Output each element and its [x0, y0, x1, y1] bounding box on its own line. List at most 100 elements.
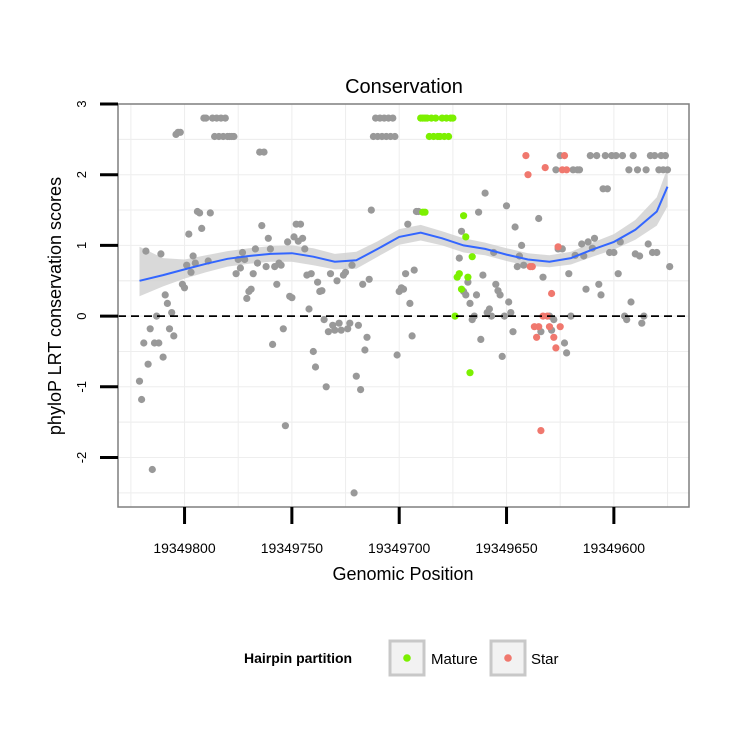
data-point-other	[597, 291, 605, 299]
data-point-other	[513, 263, 521, 271]
data-point-other	[318, 287, 326, 295]
data-point-other	[520, 261, 528, 269]
data-point-other	[185, 230, 193, 238]
data-point-mature	[451, 312, 459, 320]
data-point-other	[603, 185, 612, 193]
data-point-star	[545, 323, 554, 331]
data-point-other	[232, 270, 240, 278]
data-point-other	[498, 352, 506, 360]
data-point-other	[249, 270, 257, 278]
data-point-other	[344, 325, 352, 333]
data-point-star	[563, 166, 571, 174]
data-point-other	[322, 383, 330, 391]
x-tick-label: 19349650	[475, 540, 538, 556]
data-point-other	[311, 363, 320, 371]
data-point-star	[535, 323, 543, 331]
data-point-other	[399, 285, 408, 293]
data-point-other	[202, 114, 210, 122]
data-point-other	[464, 278, 472, 286]
data-point-other	[623, 316, 631, 324]
data-point-other	[457, 227, 466, 235]
data-point-other	[563, 349, 571, 357]
data-point-other	[402, 270, 410, 278]
data-point-other	[161, 291, 169, 299]
data-point-other	[661, 152, 670, 160]
data-point-other	[644, 240, 652, 248]
data-point-other	[284, 238, 292, 246]
data-point-other	[352, 372, 360, 380]
data-point-other	[505, 298, 513, 306]
data-point-other	[363, 333, 371, 341]
data-point-other	[335, 319, 343, 327]
legend-label-star: Star	[531, 651, 559, 668]
data-point-star	[533, 333, 541, 341]
data-point-mature	[466, 369, 474, 377]
data-point-other	[258, 222, 266, 230]
legend-key-mature	[388, 639, 426, 677]
x-tick-label: 19349700	[368, 540, 431, 556]
data-point-other	[408, 332, 416, 340]
data-point-other	[595, 280, 603, 288]
data-point-other	[550, 316, 558, 324]
data-point-other	[305, 305, 313, 313]
data-point-other	[281, 422, 289, 430]
data-point-other	[361, 346, 369, 354]
data-point-other	[135, 377, 144, 385]
legend-key-mature-dot	[403, 654, 411, 662]
data-point-mature	[460, 212, 468, 220]
data-point-other	[582, 285, 590, 293]
data-point-other	[492, 280, 500, 288]
data-point-other	[142, 247, 150, 255]
data-point-other	[320, 316, 328, 324]
data-point-other	[560, 339, 569, 347]
data-point-other	[518, 241, 526, 249]
data-point-other	[404, 220, 412, 228]
legend-title: Hairpin partition	[244, 650, 352, 666]
data-point-other	[183, 261, 191, 269]
data-point-other	[472, 291, 481, 299]
data-point-other	[477, 335, 485, 343]
data-point-other	[148, 465, 156, 474]
data-point-other	[243, 294, 251, 302]
data-point-other	[324, 328, 332, 336]
data-point-other	[565, 270, 573, 278]
data-point-star	[528, 263, 536, 271]
data-point-star	[537, 427, 545, 435]
data-point-other	[301, 245, 309, 253]
data-point-other	[277, 261, 285, 269]
legend-key-star-dot	[504, 654, 512, 662]
data-point-mature	[464, 273, 472, 281]
confidence-ribbon	[139, 167, 668, 297]
legend-label-mature: Mature	[431, 651, 478, 668]
panel-border	[117, 103, 690, 508]
data-point-other	[140, 339, 148, 347]
data-point-other	[500, 312, 508, 320]
data-point-other	[365, 275, 373, 283]
data-point-other	[507, 309, 515, 317]
data-point-star	[548, 289, 556, 298]
data-point-other	[455, 254, 463, 262]
plot-panel	[117, 103, 690, 508]
data-point-star	[560, 152, 569, 160]
data-point-other	[262, 263, 270, 271]
data-point-other	[410, 266, 418, 274]
data-point-other	[198, 224, 206, 232]
data-point-other	[406, 299, 414, 307]
data-point-other	[236, 264, 244, 272]
legend: Hairpin partition Mature Star	[244, 639, 559, 677]
data-point-other	[629, 152, 637, 160]
data-point-star	[541, 164, 549, 172]
data-point-other	[253, 259, 262, 267]
data-point-star	[556, 323, 564, 331]
data-point-other	[575, 166, 584, 174]
data-point-other	[180, 284, 189, 292]
data-point-other	[206, 209, 214, 217]
data-point-other	[331, 326, 339, 334]
data-point-other	[348, 261, 356, 269]
data-point-other	[296, 220, 305, 228]
data-point-other	[511, 223, 519, 231]
smooth-line-layer	[139, 186, 669, 282]
data-point-other	[288, 294, 296, 302]
data-point-mature	[432, 114, 440, 122]
